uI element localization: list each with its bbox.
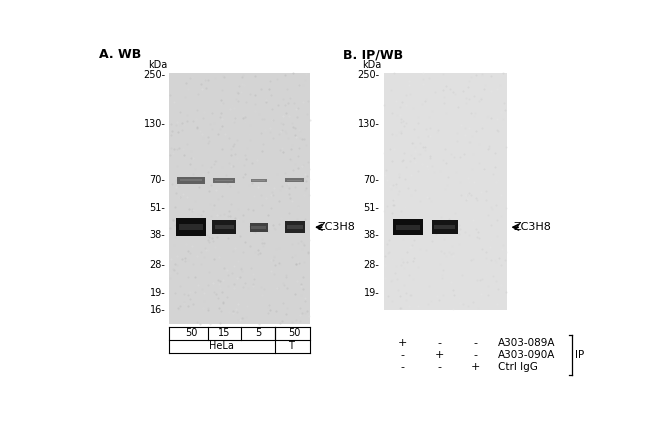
Text: IP: IP — [575, 350, 585, 360]
Bar — [384, 73, 507, 310]
Text: +: + — [398, 338, 408, 348]
Bar — [179, 224, 203, 230]
Text: ZC3H8: ZC3H8 — [514, 222, 551, 232]
Bar — [215, 179, 233, 181]
Bar — [252, 226, 266, 229]
Bar — [285, 178, 304, 182]
Bar — [176, 218, 206, 236]
Text: T: T — [288, 341, 294, 351]
Text: 70-: 70- — [150, 175, 165, 185]
Bar — [287, 180, 302, 181]
Text: B. IP/WB: B. IP/WB — [343, 48, 403, 61]
Text: A303-090A: A303-090A — [499, 350, 556, 360]
Text: kDa: kDa — [362, 60, 381, 69]
Text: +: + — [436, 350, 445, 360]
Text: 19-: 19- — [150, 288, 165, 298]
Text: ZC3H8: ZC3H8 — [317, 222, 355, 232]
Text: 250-: 250- — [143, 69, 165, 80]
Text: 130-: 130- — [358, 119, 380, 129]
Bar — [250, 178, 266, 182]
Text: 28-: 28- — [363, 260, 380, 269]
Bar — [287, 226, 303, 229]
Text: 70-: 70- — [363, 175, 380, 185]
Bar — [434, 225, 456, 229]
Text: -: - — [474, 350, 478, 360]
Bar — [170, 73, 311, 324]
Text: 15: 15 — [218, 328, 231, 338]
Text: 28-: 28- — [150, 260, 165, 269]
Text: 51-: 51- — [150, 203, 165, 213]
Bar — [213, 178, 235, 183]
Text: -: - — [400, 350, 405, 360]
Text: -: - — [474, 338, 478, 348]
Bar — [177, 177, 205, 184]
Text: 250-: 250- — [358, 69, 380, 80]
Text: 19-: 19- — [364, 288, 380, 298]
Text: 38-: 38- — [150, 230, 165, 240]
Bar — [285, 221, 305, 233]
Text: 5: 5 — [255, 328, 262, 338]
Text: Ctrl IgG: Ctrl IgG — [499, 362, 538, 372]
Text: 38-: 38- — [364, 230, 380, 240]
Bar — [212, 220, 237, 234]
Text: -: - — [438, 362, 442, 372]
Text: kDa: kDa — [148, 60, 167, 69]
Bar — [250, 223, 268, 232]
Bar — [393, 219, 422, 235]
Text: 130-: 130- — [144, 119, 165, 129]
Text: 50: 50 — [185, 328, 197, 338]
Text: -: - — [438, 338, 442, 348]
Text: 51-: 51- — [363, 203, 380, 213]
Bar — [252, 180, 265, 181]
Bar — [180, 179, 202, 181]
Bar — [214, 225, 234, 229]
Bar — [396, 225, 420, 230]
Text: -: - — [400, 362, 405, 372]
Text: +: + — [471, 362, 480, 372]
Bar — [432, 220, 458, 234]
Text: 50: 50 — [289, 328, 301, 338]
Text: A. WB: A. WB — [99, 48, 141, 61]
Text: 16-: 16- — [150, 305, 165, 315]
Text: A303-089A: A303-089A — [499, 338, 556, 348]
Text: HeLa: HeLa — [209, 341, 234, 351]
